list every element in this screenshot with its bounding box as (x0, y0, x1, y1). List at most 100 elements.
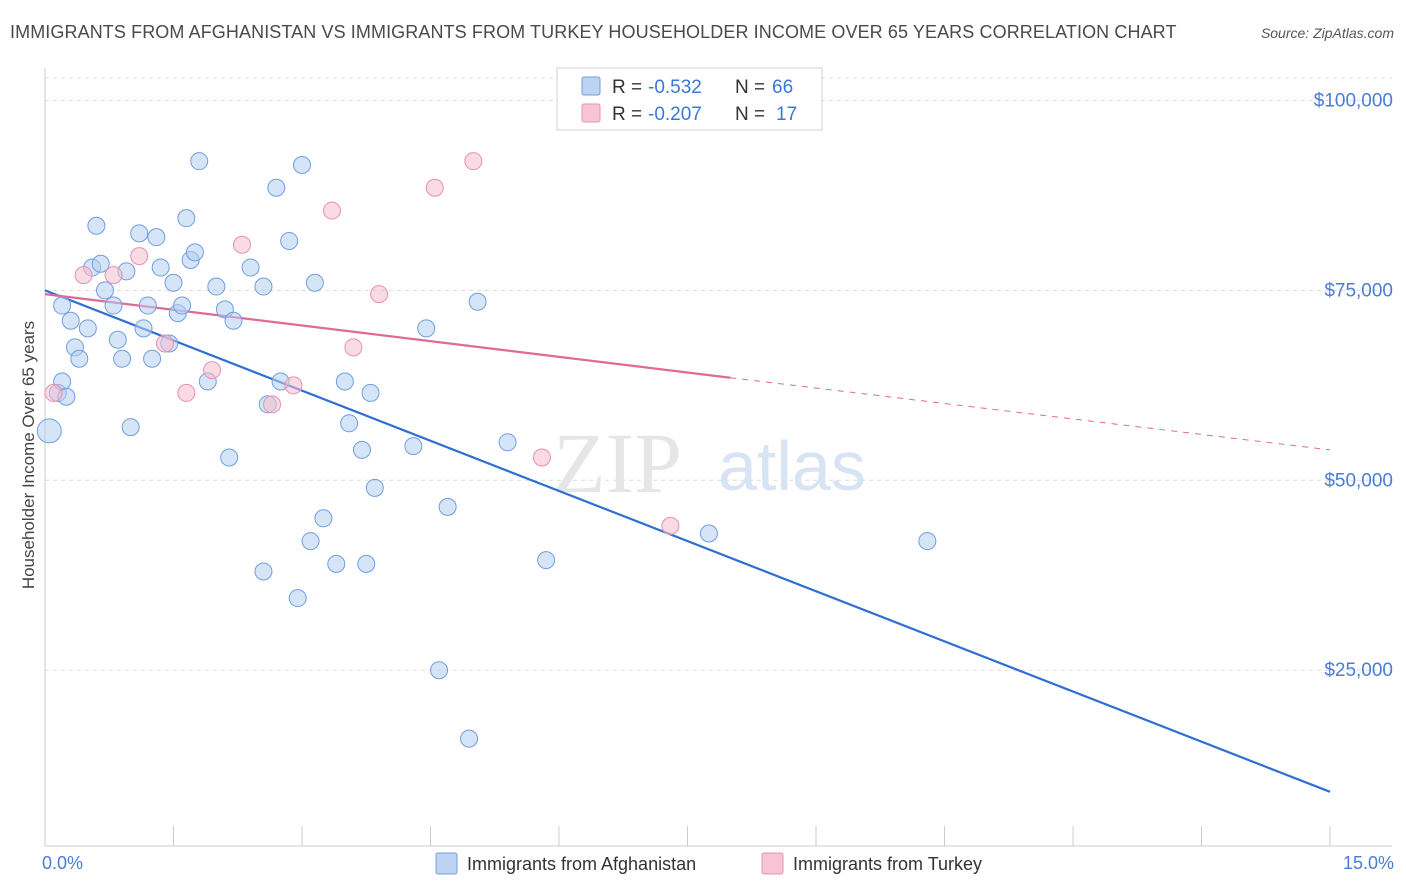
afghanistan-point (357, 554, 376, 573)
afghanistan-point (36, 418, 62, 444)
turkey-point (464, 152, 483, 171)
afghanistan-point (78, 319, 97, 338)
afghanistan-point (220, 448, 239, 467)
turkey-point (532, 448, 551, 467)
legend-r-label-turkey: R = (612, 104, 642, 125)
afghanistan-point (134, 319, 153, 338)
afghanistan-point (430, 661, 449, 680)
legend: R = -0.532 N = 66 R = -0.207 N = 17 (556, 67, 823, 131)
bottom-legend: Immigrants from Afghanistan Immigrants f… (435, 852, 982, 875)
afghanistan-point (293, 155, 311, 174)
afghanistan-point (113, 349, 132, 368)
afghanistan-point (151, 258, 170, 277)
turkey-point (370, 285, 389, 304)
afghanistan-point (918, 532, 937, 551)
watermark-zip: ZIP (553, 415, 682, 511)
turkey-point (322, 201, 341, 220)
turkey-point (344, 338, 363, 357)
afghanistan-point (91, 254, 110, 273)
afghanistan-point (254, 562, 273, 581)
afghanistan-point (190, 152, 209, 171)
afghanistan-point (254, 277, 273, 296)
afghanistan-point (468, 292, 487, 311)
trend-line (730, 377, 1331, 451)
afghanistan-point (404, 437, 423, 456)
trend-lines (44, 289, 1331, 793)
turkey-point (130, 247, 149, 266)
watermark-atlas: atlas (718, 427, 866, 505)
turkey-point (155, 334, 174, 353)
turkey-point (661, 516, 680, 535)
y-axis-title: Householder Income Over 65 years (19, 321, 38, 589)
afghanistan-point (352, 440, 371, 459)
bottom-legend-label-turkey: Immigrants from Turkey (793, 854, 982, 874)
afghanistan-point (314, 509, 333, 528)
bottom-legend-swatch-afghanistan (435, 852, 458, 875)
afghanistan-point (537, 551, 556, 570)
turkey-point (425, 178, 444, 197)
afghanistan-point (241, 258, 260, 277)
legend-swatch-afghanistan (581, 76, 601, 96)
afghanistan-point (361, 383, 380, 402)
turkey-point (104, 266, 123, 285)
trend-line (44, 293, 731, 379)
afghanistan-point (288, 589, 307, 608)
afghanistan-point (301, 532, 320, 551)
y-tick-label: $25,000 (1324, 660, 1393, 681)
turkey-point (74, 266, 93, 285)
legend-box (556, 67, 823, 131)
afghanistan-point (438, 497, 457, 516)
watermark: ZIP atlas (553, 415, 866, 511)
afghanistan-point (104, 296, 123, 315)
afghanistan-point (70, 349, 89, 368)
afghanistan-point (87, 216, 106, 235)
turkey-point (284, 376, 303, 395)
afghanistan-point (207, 277, 226, 296)
legend-n-value-turkey: 17 (776, 104, 797, 125)
y-tick-label: $50,000 (1324, 470, 1393, 491)
trend-line (44, 289, 1331, 793)
turkey-point (263, 395, 282, 414)
bottom-legend-label-afghanistan: Immigrants from Afghanistan (467, 854, 696, 874)
afghanistan-point (267, 178, 286, 197)
legend-r-value-turkey: -0.207 (648, 104, 702, 125)
afghanistan-point (164, 273, 183, 292)
afghanistan-point (460, 729, 479, 748)
source-credit: Source: ZipAtlas.com (1260, 25, 1394, 41)
afghanistan-point (53, 296, 72, 315)
axes (44, 68, 1392, 847)
afghanistan-point (365, 478, 384, 497)
afghanistan-point (699, 524, 718, 543)
afghanistan-point (108, 330, 127, 349)
afghanistan-point (327, 554, 346, 573)
legend-n-value-afghanistan: 66 (772, 77, 793, 98)
afghanistan-point (177, 209, 196, 228)
y-tick-label: $75,000 (1324, 280, 1393, 301)
bottom-legend-swatch-turkey (761, 852, 784, 875)
data-points (36, 152, 937, 748)
legend-r-value-afghanistan: -0.532 (648, 77, 702, 98)
afghanistan-point (224, 311, 243, 330)
afghanistan-point (121, 418, 140, 437)
afghanistan-point (185, 243, 204, 262)
y-tick-labels: $25,000 $50,000 $75,000 $100,000 (1314, 90, 1393, 681)
afghanistan-point (305, 273, 324, 292)
legend-n-label-afghanistan: N = (735, 77, 765, 98)
afghanistan-point (340, 414, 359, 433)
turkey-point (203, 361, 222, 380)
afghanistan-point (130, 224, 149, 243)
x-tick-label-max: 15.0% (1343, 853, 1394, 873)
afghanistan-point (417, 319, 436, 338)
turkey-point (177, 383, 196, 402)
turkey-point (233, 235, 252, 254)
y-tick-label: $100,000 (1314, 90, 1393, 111)
afghanistan-point (138, 296, 157, 315)
afghanistan-point (335, 372, 354, 391)
chart-title: IMMIGRANTS FROM AFGHANISTAN VS IMMIGRANT… (10, 22, 1177, 42)
afghanistan-point (280, 231, 299, 250)
afghanistan-point (61, 311, 80, 330)
grid-lines (45, 77, 1392, 671)
afghanistan-point (95, 281, 114, 300)
legend-n-label-turkey: N = (735, 104, 765, 125)
